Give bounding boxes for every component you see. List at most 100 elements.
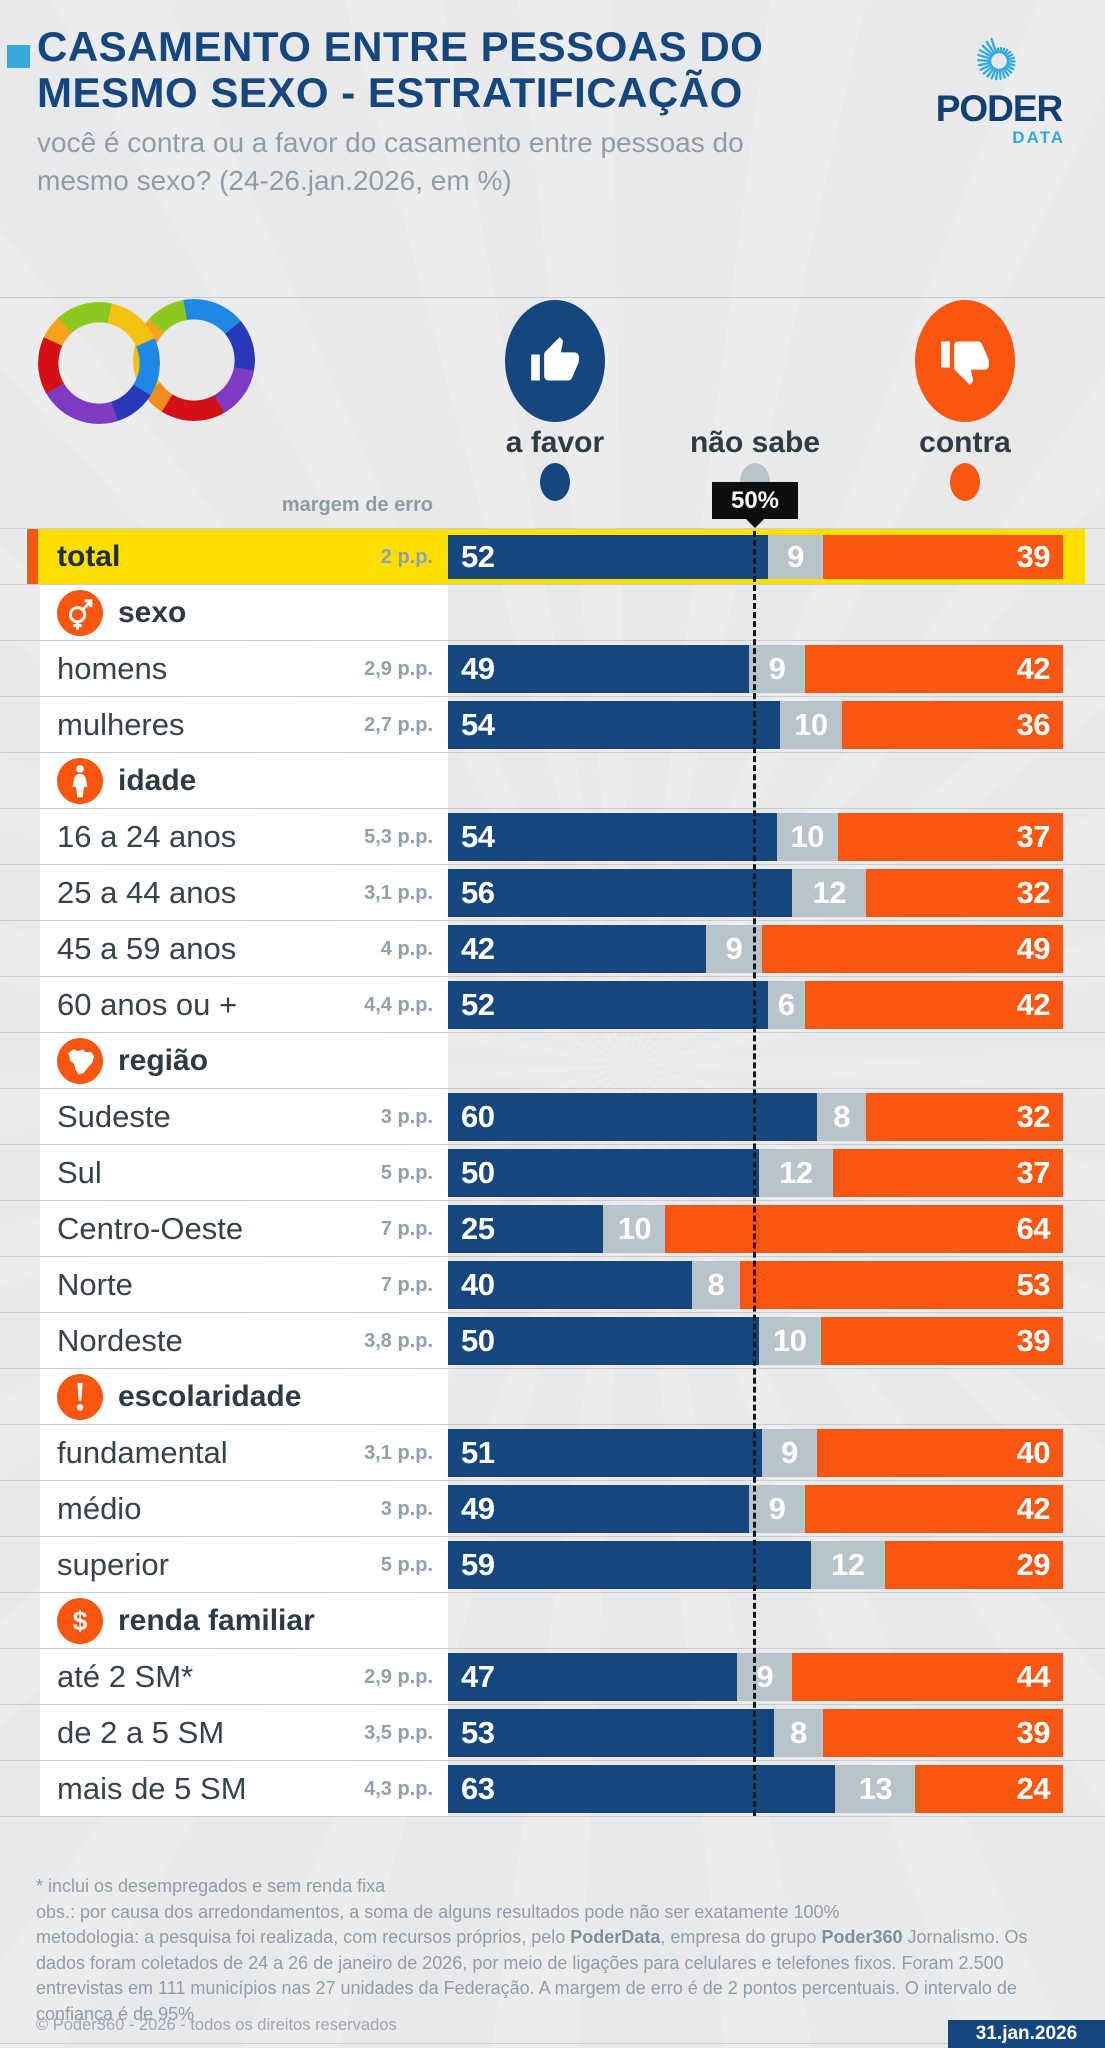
- bar-segment-nao-sabe: 10: [603, 1205, 666, 1253]
- row-background: [40, 1145, 448, 1200]
- row-margin-of-error: 3,1 p.p.: [364, 882, 433, 904]
- data-row: superior 5 p.p. 59 12 29: [0, 1537, 1105, 1593]
- bar-segment-contra: 53: [740, 1261, 1063, 1309]
- bar-segment-a-favor: 49: [448, 645, 750, 693]
- bar-value: 9: [756, 1659, 774, 1694]
- logo-name: PODER: [935, 88, 1064, 129]
- row-margin-of-error: 3 p.p.: [380, 1498, 433, 1520]
- row-label: 16 a 24 anos: [57, 819, 237, 854]
- bar-value: 8: [790, 1715, 807, 1750]
- row-background: [40, 1201, 448, 1256]
- header-divider: [0, 297, 1105, 298]
- bar-segment-contra: 49: [761, 925, 1063, 973]
- bar-segment-nao-sabe: 8: [817, 1093, 867, 1141]
- bar-segment-contra: 64: [665, 1205, 1063, 1253]
- row-label: homens: [57, 651, 168, 686]
- bar-segment-nao-sabe: 12: [758, 1149, 834, 1197]
- bar-value: 53: [461, 1715, 495, 1750]
- bar-segment-a-favor: 47: [448, 1653, 738, 1701]
- stacked-bar: 52 6 42: [448, 981, 1063, 1029]
- bar-segment-nao-sabe: 13: [835, 1765, 916, 1813]
- stacked-bar: 47 9 44: [448, 1653, 1063, 1701]
- bar-value: 49: [461, 651, 495, 686]
- row-label: Centro-Oeste: [57, 1211, 244, 1246]
- bar-segment-a-favor: 60: [448, 1093, 817, 1141]
- row-margin-of-error: 3,1 p.p.: [364, 1442, 433, 1464]
- row-margin-of-error: 3 p.p.: [380, 1106, 433, 1128]
- bar-value: 63: [461, 1771, 495, 1806]
- bar-segment-contra: 29: [884, 1541, 1063, 1589]
- row-margin-of-error: 2,9 p.p.: [364, 658, 433, 680]
- brazil-map-icon: [57, 1038, 103, 1084]
- bar-segment-contra: 39: [823, 535, 1063, 579]
- bar-segment-a-favor: 51: [448, 1429, 762, 1477]
- bar-value: 29: [1016, 1547, 1051, 1582]
- rainbow-ring-left: [38, 302, 160, 424]
- bottom-divider: [0, 2043, 1105, 2044]
- bar-segment-nao-sabe: 6: [767, 981, 805, 1029]
- stacked-bar: 54 10 37: [448, 813, 1063, 861]
- row-margin-of-error: 4,3 p.p.: [364, 1778, 433, 1800]
- row-label: Sudeste: [57, 1099, 171, 1134]
- methodology-text: , empresa do grupo: [660, 1927, 822, 1947]
- section-header-row: escolaridade: [0, 1369, 1105, 1425]
- row-label: médio: [57, 1491, 142, 1526]
- row-label: idade: [118, 764, 197, 797]
- bar-segment-nao-sabe: 12: [792, 869, 867, 917]
- bar-segment-a-favor: 42: [448, 925, 707, 973]
- legend-label-nao-sabe: não sabe: [689, 426, 821, 459]
- row-background: [40, 865, 448, 920]
- bar-segment-nao-sabe: 9: [761, 1429, 817, 1477]
- bar-value: 36: [1016, 707, 1051, 742]
- bar-value: 39: [1016, 1715, 1050, 1750]
- bar-segment-nao-sabe: 12: [810, 1541, 885, 1589]
- bar-segment-a-favor: 40: [448, 1261, 692, 1309]
- dollar-icon: $: [57, 1598, 103, 1644]
- methodology-poder360: Poder360: [821, 1927, 903, 1947]
- title-accent-square: [7, 45, 30, 68]
- bar-value: 9: [768, 1491, 786, 1526]
- row-label: fundamental: [57, 1435, 228, 1470]
- row-label: renda familiar: [118, 1604, 315, 1637]
- row-background: [40, 1649, 448, 1704]
- bar-segment-contra: 36: [841, 701, 1063, 749]
- stacked-bar: 63 13 24: [448, 1765, 1063, 1813]
- bar-segment-contra: 24: [915, 1765, 1063, 1813]
- bar-segment-nao-sabe: 9: [749, 645, 805, 693]
- bar-value: 9: [768, 651, 786, 686]
- bar-segment-a-favor: 56: [448, 869, 793, 917]
- bar-segment-contra: 39: [823, 1709, 1063, 1757]
- stacked-bar: 53 8 39: [448, 1709, 1063, 1757]
- stacked-bar: 49 9 42: [448, 645, 1063, 693]
- page-title: CASAMENTO ENTRE PESSOAS DO MESMO SEXO - …: [37, 24, 763, 116]
- bar-segment-a-favor: 54: [448, 701, 781, 749]
- data-row: mais de 5 SM 4,3 p.p. 63 13 24: [0, 1761, 1105, 1817]
- stacked-bar: 50 12 37: [448, 1149, 1063, 1197]
- gender-icon: [57, 590, 103, 636]
- bar-segment-nao-sabe: 9: [737, 1653, 793, 1701]
- row-background: [40, 1593, 448, 1648]
- row-label: de 2 a 5 SM: [57, 1715, 225, 1750]
- data-row: 45 a 59 anos 4 p.p. 42 9 49: [0, 921, 1105, 977]
- bar-segment-contra: 40: [816, 1429, 1063, 1477]
- bar-segment-contra: 37: [837, 813, 1063, 861]
- exclamation-icon: [57, 1374, 103, 1420]
- row-margin-of-error: 2,7 p.p.: [364, 714, 433, 736]
- row-background: [40, 697, 448, 752]
- bar-value: 42: [1016, 1491, 1051, 1526]
- row-background: [40, 753, 448, 808]
- bar-segment-nao-sabe: 10: [758, 1317, 821, 1365]
- data-row: de 2 a 5 SM 3,5 p.p. 53 8 39: [0, 1705, 1105, 1761]
- bar-value: 54: [461, 819, 495, 854]
- row-background: [40, 1313, 448, 1368]
- bar-segment-a-favor: 63: [448, 1765, 836, 1813]
- bar-value: 32: [1016, 1099, 1051, 1134]
- stratification-table: total 2 p.p. 52 9 39 sexo homens 2,9 p.p. 49 9 42 m…: [0, 528, 1105, 1817]
- data-row: fundamental 3,1 p.p. 51 9 40: [0, 1425, 1105, 1481]
- bar-value: 10: [794, 707, 828, 742]
- bar-value: 32: [1016, 875, 1051, 910]
- bar-value: 39: [1016, 1323, 1050, 1358]
- starburst-icon: [976, 37, 1016, 81]
- bar-value: 9: [787, 539, 804, 574]
- bar-value: 37: [1016, 1155, 1050, 1190]
